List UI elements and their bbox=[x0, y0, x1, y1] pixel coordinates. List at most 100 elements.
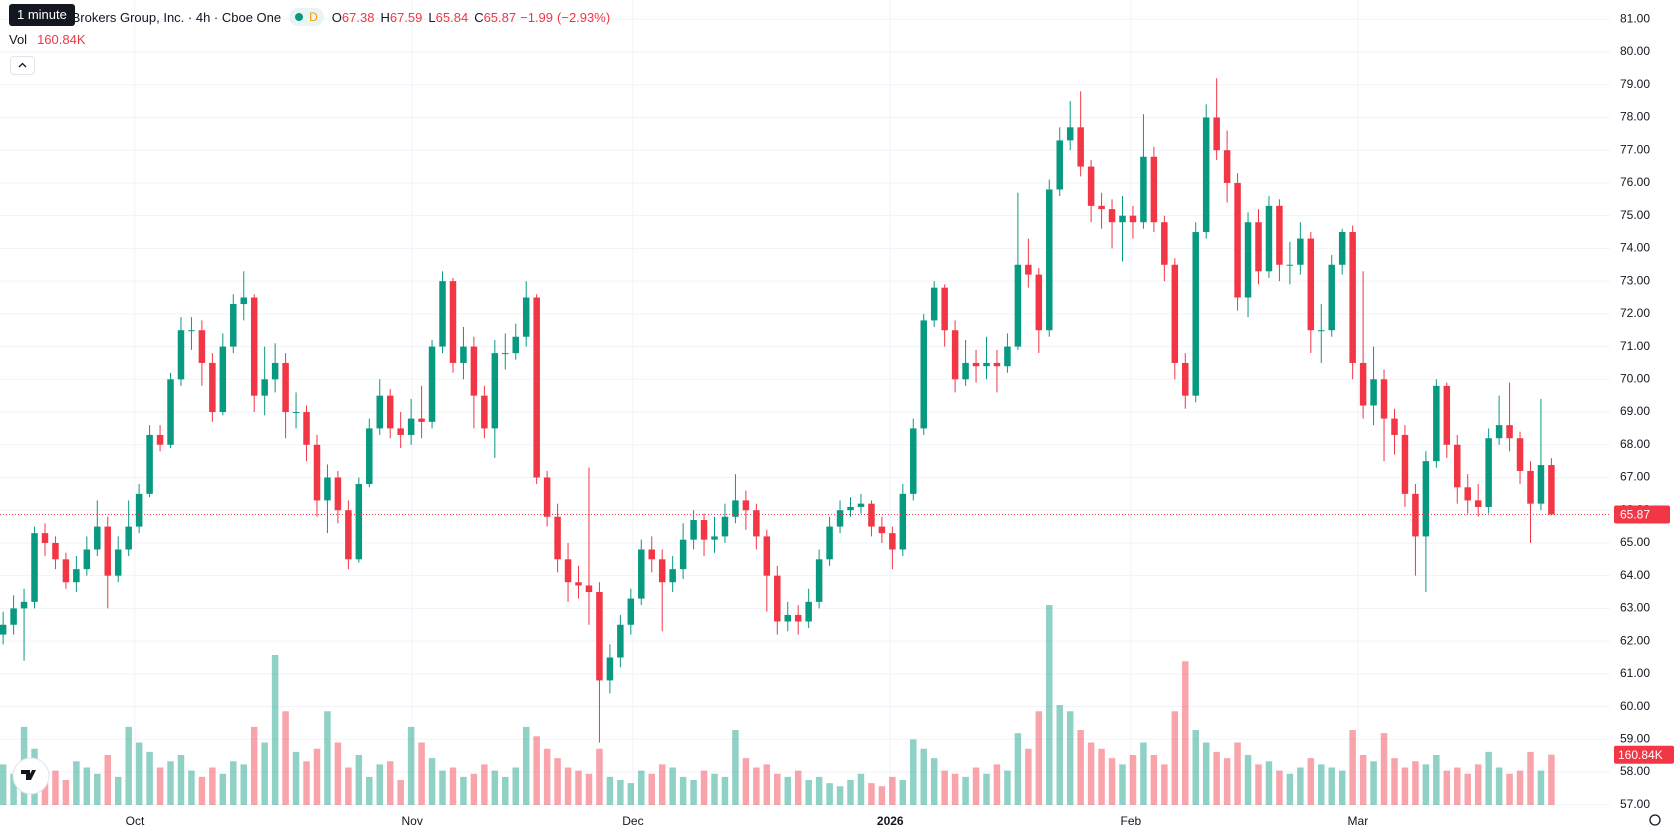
candle-body bbox=[230, 304, 237, 347]
volume-bar bbox=[1443, 770, 1451, 805]
volume-bar bbox=[135, 742, 143, 805]
candle-body bbox=[658, 559, 666, 583]
candle-body bbox=[167, 379, 174, 445]
volume-bar bbox=[1182, 661, 1189, 805]
candle-body bbox=[512, 336, 519, 354]
candle-body bbox=[1129, 215, 1137, 223]
volume-bar bbox=[962, 776, 969, 805]
candle-body bbox=[930, 287, 938, 321]
x-tick-label: Dec bbox=[622, 814, 643, 828]
candle-body bbox=[313, 444, 321, 501]
candle-body bbox=[1297, 238, 1304, 265]
ohlc-prefix: O bbox=[331, 9, 342, 25]
volume-bar bbox=[1338, 770, 1346, 805]
x-tick-label: Nov bbox=[402, 814, 423, 828]
candle-body bbox=[1046, 189, 1053, 331]
volume-bar bbox=[1318, 764, 1325, 805]
volume-bar bbox=[1527, 751, 1534, 805]
volume-bar bbox=[889, 776, 896, 805]
volume-bar bbox=[355, 755, 363, 805]
x-tick-label: Feb bbox=[1121, 814, 1142, 828]
candle-body bbox=[1412, 493, 1419, 537]
volume-bar bbox=[920, 748, 927, 805]
legend-row: Interactive Brokers Group, Inc. · 4h · C… bbox=[8, 8, 610, 26]
candle-body bbox=[470, 346, 478, 396]
volume-bar bbox=[658, 764, 666, 805]
candle-body bbox=[983, 362, 990, 367]
volume-tag-label: 160.84K bbox=[1618, 748, 1663, 762]
volume-bar bbox=[104, 755, 112, 805]
candle-body bbox=[62, 559, 70, 583]
volume-bar bbox=[1244, 755, 1252, 805]
volume-bar bbox=[1129, 755, 1137, 805]
ohlc-value: 67.59 bbox=[389, 9, 423, 25]
volume-bar bbox=[345, 767, 352, 805]
volume-bar bbox=[617, 780, 624, 805]
candle-body bbox=[638, 549, 645, 599]
volume-value: 160.84K bbox=[37, 32, 86, 47]
volume-bar bbox=[1422, 764, 1430, 805]
volume-bar bbox=[805, 780, 812, 805]
candle-body bbox=[146, 434, 153, 494]
candle-body bbox=[962, 362, 969, 380]
volume-bar bbox=[177, 755, 185, 805]
y-tick-label: 78.00 bbox=[1620, 110, 1650, 124]
candle-body bbox=[1464, 487, 1471, 501]
candle-body bbox=[1485, 438, 1492, 507]
candle-body bbox=[805, 601, 812, 622]
candle-body bbox=[920, 320, 927, 429]
collapse-button[interactable] bbox=[10, 56, 35, 75]
candle-body bbox=[114, 549, 122, 576]
settings-icon[interactable] bbox=[1649, 814, 1661, 826]
candle-body bbox=[198, 330, 206, 363]
candle-body bbox=[1265, 205, 1273, 272]
volume-bar bbox=[1213, 751, 1220, 805]
status-badge: D bbox=[289, 8, 324, 26]
volume-bar bbox=[847, 780, 854, 805]
candle-body bbox=[1276, 205, 1283, 265]
volume-bar bbox=[732, 730, 739, 805]
volume-bar bbox=[313, 748, 321, 805]
candle-body bbox=[951, 330, 959, 380]
volume-bar bbox=[1035, 711, 1043, 805]
candle-body bbox=[910, 428, 917, 494]
badge-text: D bbox=[309, 10, 318, 24]
ohlc-item: C65.87 bbox=[474, 10, 516, 25]
ohlc-item: H67.59 bbox=[380, 10, 422, 25]
ohlc-prefix: H bbox=[380, 9, 390, 25]
ohlc-value: 65.84 bbox=[435, 9, 469, 25]
y-tick-label: 74.00 bbox=[1620, 241, 1650, 255]
candle-body bbox=[10, 608, 17, 625]
volume-bar bbox=[114, 776, 122, 805]
volume-bar bbox=[1391, 758, 1398, 805]
volume-bar bbox=[763, 764, 771, 805]
y-tick-label: 67.00 bbox=[1620, 470, 1650, 484]
volume-bar bbox=[1276, 770, 1283, 805]
volume-bar bbox=[386, 761, 394, 805]
tooltip: 1 minute bbox=[9, 4, 75, 26]
candle-body bbox=[282, 362, 289, 413]
change-pct: (−2.93%) bbox=[557, 9, 611, 25]
volume-bar bbox=[1171, 711, 1179, 805]
volume-bar bbox=[230, 761, 237, 805]
candle-body bbox=[1506, 425, 1513, 439]
volume-bar bbox=[1161, 764, 1168, 805]
volume-bar bbox=[1412, 761, 1419, 805]
volume-bar bbox=[1433, 755, 1440, 805]
volume-bar bbox=[83, 767, 91, 805]
volume-bar bbox=[930, 758, 938, 805]
volume-bar bbox=[993, 764, 1001, 805]
volume-bar bbox=[1119, 764, 1126, 805]
candle-body bbox=[41, 533, 49, 543]
volume-bar bbox=[1223, 758, 1231, 805]
volume-bar bbox=[554, 758, 561, 805]
candle-body bbox=[1182, 362, 1189, 396]
candle-body bbox=[742, 500, 750, 511]
candle-body bbox=[826, 526, 833, 560]
candle-body bbox=[533, 297, 540, 478]
candle-body bbox=[585, 585, 593, 593]
volume-bar bbox=[366, 776, 373, 805]
y-tick-label: 75.00 bbox=[1620, 208, 1650, 222]
volume-bar bbox=[439, 770, 446, 805]
volume-bar bbox=[910, 739, 917, 805]
